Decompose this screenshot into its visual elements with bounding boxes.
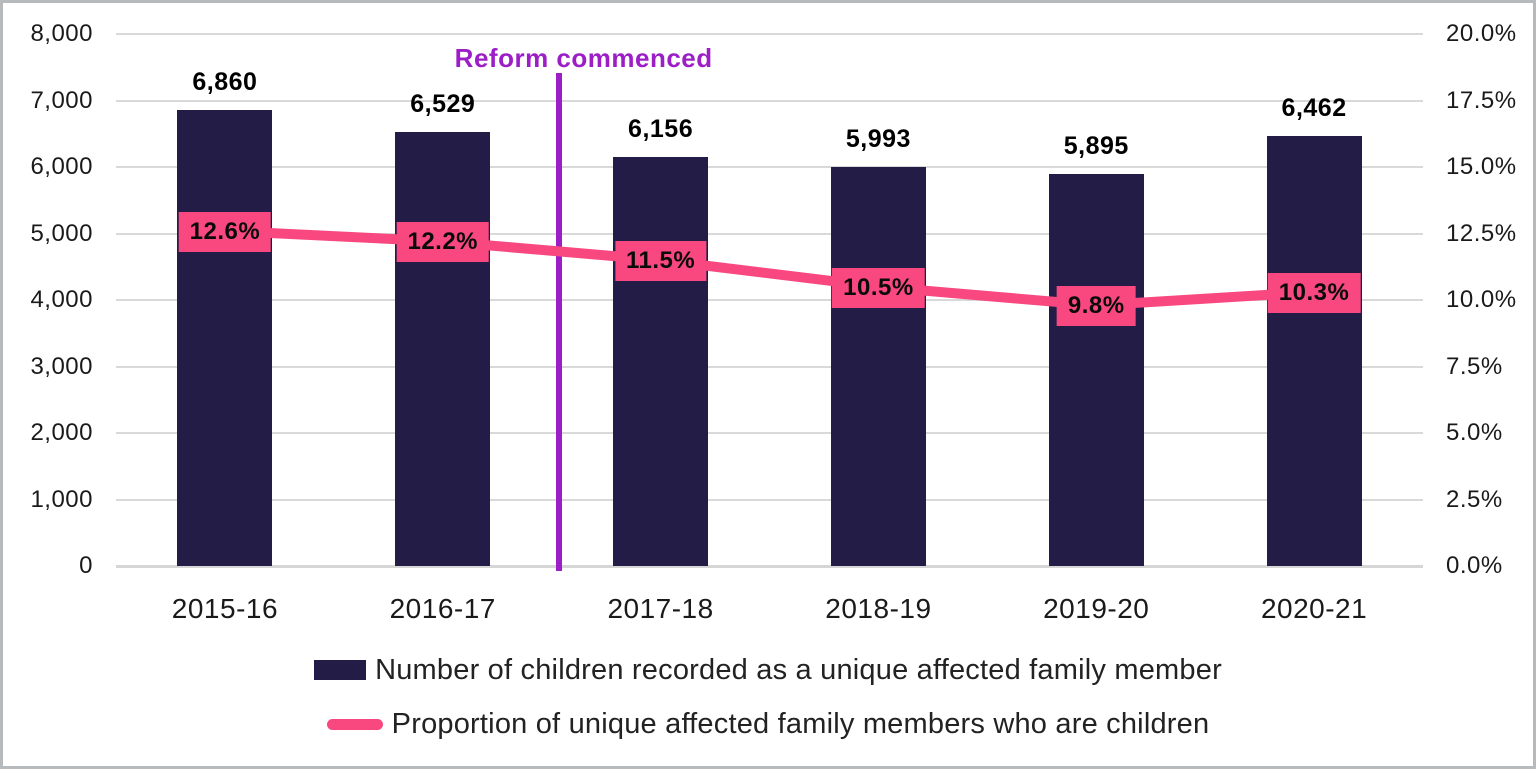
legend-item-bar-series: Number of children recorded as a unique …	[314, 653, 1222, 687]
gridline	[116, 166, 1423, 168]
line-value-label: 12.2%	[396, 222, 490, 263]
x-axis-label-2020-21: 2020-21	[1260, 593, 1368, 624]
right-axis-tick-label: 0.0%	[1446, 552, 1503, 579]
right-axis-tick-label: 10.0%	[1446, 286, 1517, 313]
line-value-label: 11.5%	[614, 241, 707, 282]
gridline	[116, 33, 1423, 35]
left-axis-tick-label: 5,000	[30, 219, 93, 247]
x-axis-label-2017-18: 2017-18	[607, 593, 714, 624]
bar-2020-21	[1266, 136, 1362, 566]
left-axis-tick-label: 4,000	[30, 286, 93, 313]
bar-value-label: 6,462	[1281, 94, 1347, 123]
bar-value-label: 6,860	[192, 67, 258, 96]
left-axis-tick-label: 0	[79, 552, 93, 579]
x-axis-label-2015-16: 2015-16	[171, 593, 279, 624]
reform-commenced-line	[555, 73, 562, 571]
right-axis-tick-label: 7.5%	[1446, 352, 1503, 380]
bar-value-label: 6,156	[628, 114, 694, 143]
right-axis-tick-label: 20.0%	[1446, 20, 1517, 47]
left-axis-tick-label: 2,000	[30, 419, 93, 446]
legend: Number of children recorded as a unique …	[3, 653, 1533, 741]
gridline	[116, 565, 1423, 568]
bar-2018-19	[830, 167, 926, 566]
right-axis-tick-label: 2.5%	[1446, 485, 1503, 513]
legend-line-series-label: Proportion of unique affected family mem…	[391, 708, 1210, 740]
chart-plot-area: 0 1,000 2,000 3,000 4,000 5,000 6,000 7,000 8,00…	[3, 3, 1533, 766]
reform-commenced-label: Reform commenced	[454, 43, 713, 73]
bar-2016-17	[395, 131, 491, 566]
left-axis-tick-label: 7,000	[30, 86, 93, 114]
right-axis-tick-label: 17.5%	[1446, 86, 1517, 114]
right-axis-tick-label: 12.5%	[1446, 219, 1517, 247]
gridline	[116, 299, 1423, 301]
bar-2017-18	[613, 156, 709, 566]
bar-2019-20	[1048, 173, 1144, 566]
bar-value-label: 5,993	[845, 125, 911, 154]
gridline	[116, 365, 1423, 368]
line-value-label: 10.5%	[832, 267, 925, 308]
x-axis-label-2016-17: 2016-17	[389, 593, 496, 624]
bar-value-label: 6,529	[410, 89, 476, 118]
right-axis-tick-label: 5.0%	[1446, 419, 1503, 446]
line-value-label: 12.6%	[178, 211, 272, 252]
bar-value-label: 5,895	[1063, 131, 1129, 160]
x-axis-label-2018-19: 2018-19	[825, 593, 932, 624]
x-axis-label-2019-20: 2019-20	[1043, 593, 1150, 624]
line-value-label: 10.3%	[1267, 273, 1361, 314]
left-axis-tick-label: 6,000	[30, 153, 93, 180]
gridline	[116, 432, 1423, 434]
line-value-label: 9.8%	[1056, 286, 1136, 327]
right-axis-tick-label: 15.0%	[1446, 153, 1517, 180]
gridline	[116, 498, 1423, 501]
legend-bar-series-label: Number of children recorded as a unique …	[375, 654, 1222, 686]
gridline	[116, 99, 1423, 102]
gridline	[116, 232, 1423, 235]
left-axis-tick-label: 8,000	[30, 20, 93, 47]
legend-item-line-series: Proportion of unique affected family mem…	[326, 707, 1210, 741]
left-axis-tick-label: 1,000	[30, 485, 93, 513]
bar-2015-16	[177, 109, 273, 566]
bar-series-swatch-icon	[314, 660, 367, 680]
left-axis-tick-label: 3,000	[30, 352, 93, 380]
line-series-swatch-icon	[326, 718, 383, 730]
